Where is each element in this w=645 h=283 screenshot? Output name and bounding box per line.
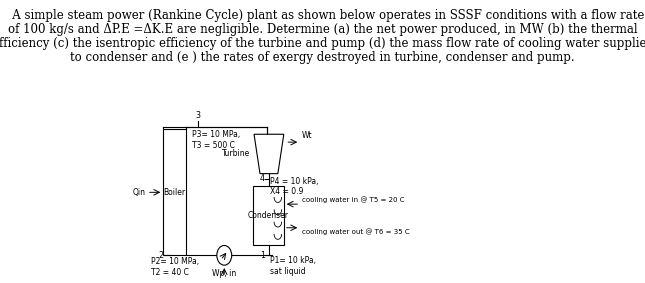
Text: Turbine: Turbine: [222, 149, 250, 158]
Text: Wp, in: Wp, in: [212, 269, 236, 278]
Bar: [253, 186, 284, 245]
Text: P4 = 10 kPa,
X4 = 0.9: P4 = 10 kPa, X4 = 0.9: [270, 177, 319, 196]
Ellipse shape: [217, 245, 232, 265]
Text: A simple steam power (Rankine Cycle) plant as shown below operates in SSSF condi: A simple steam power (Rankine Cycle) pla…: [1, 9, 644, 22]
Text: 1: 1: [260, 251, 265, 260]
Text: Qin: Qin: [132, 188, 145, 197]
Text: 4: 4: [259, 174, 264, 183]
Text: to condenser and (e ) the rates of exergy destroyed in turbine, condenser and pu: to condenser and (e ) the rates of exerg…: [70, 51, 575, 64]
Text: P3= 10 MPa,
T3 = 500 C: P3= 10 MPa, T3 = 500 C: [192, 130, 241, 150]
Text: cooling water in @ T5 = 20 C: cooling water in @ T5 = 20 C: [302, 196, 404, 203]
Text: of 100 kg/s and ΔP.E =ΔK.E are negligible. Determine (a) the net power produced,: of 100 kg/s and ΔP.E =ΔK.E are negligibl…: [8, 23, 637, 36]
Text: efficiency (c) the isentropic efficiency of the turbine and pump (d) the mass fl: efficiency (c) the isentropic efficiency…: [0, 37, 645, 50]
Text: Condenser: Condenser: [248, 211, 289, 220]
Text: Wt: Wt: [302, 131, 312, 140]
Text: cooling water out @ T6 = 35 C: cooling water out @ T6 = 35 C: [302, 229, 410, 235]
Text: Boiler: Boiler: [163, 188, 186, 197]
Text: 3: 3: [195, 112, 201, 121]
Bar: [163, 129, 186, 255]
Text: P2= 10 MPa,
T2 = 40 C: P2= 10 MPa, T2 = 40 C: [150, 257, 199, 277]
Text: P1= 10 kPa,
sat liquid: P1= 10 kPa, sat liquid: [270, 256, 317, 276]
Text: 2: 2: [158, 251, 163, 260]
Polygon shape: [254, 134, 284, 174]
